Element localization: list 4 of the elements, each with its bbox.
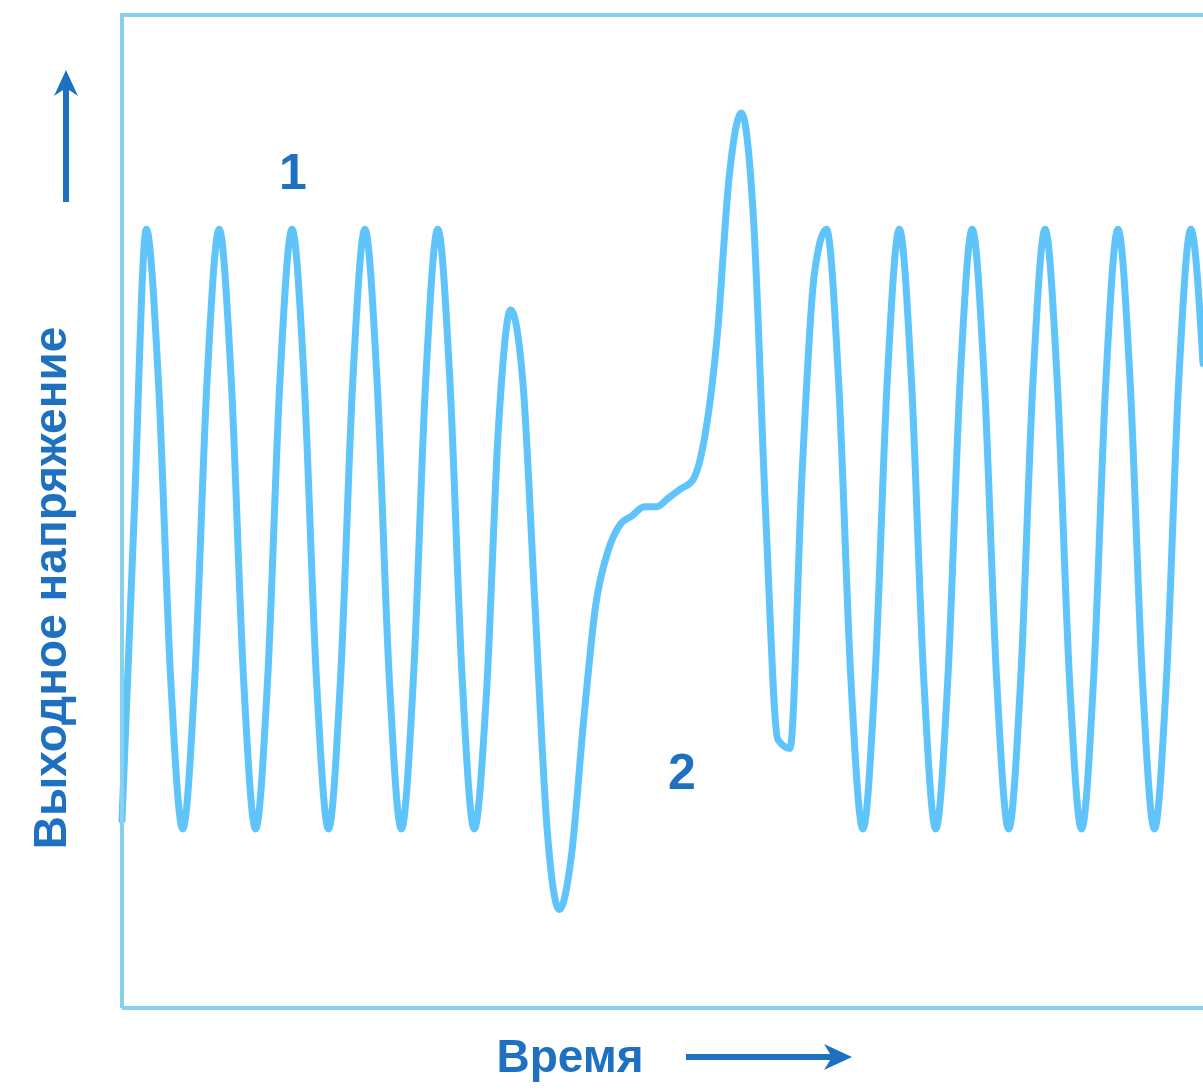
x-axis-title: Время	[495, 1029, 645, 1084]
y-axis-title: Выходное напряжение	[23, 325, 77, 852]
annotation: 1	[278, 143, 308, 202]
annotation: 2	[667, 743, 697, 802]
